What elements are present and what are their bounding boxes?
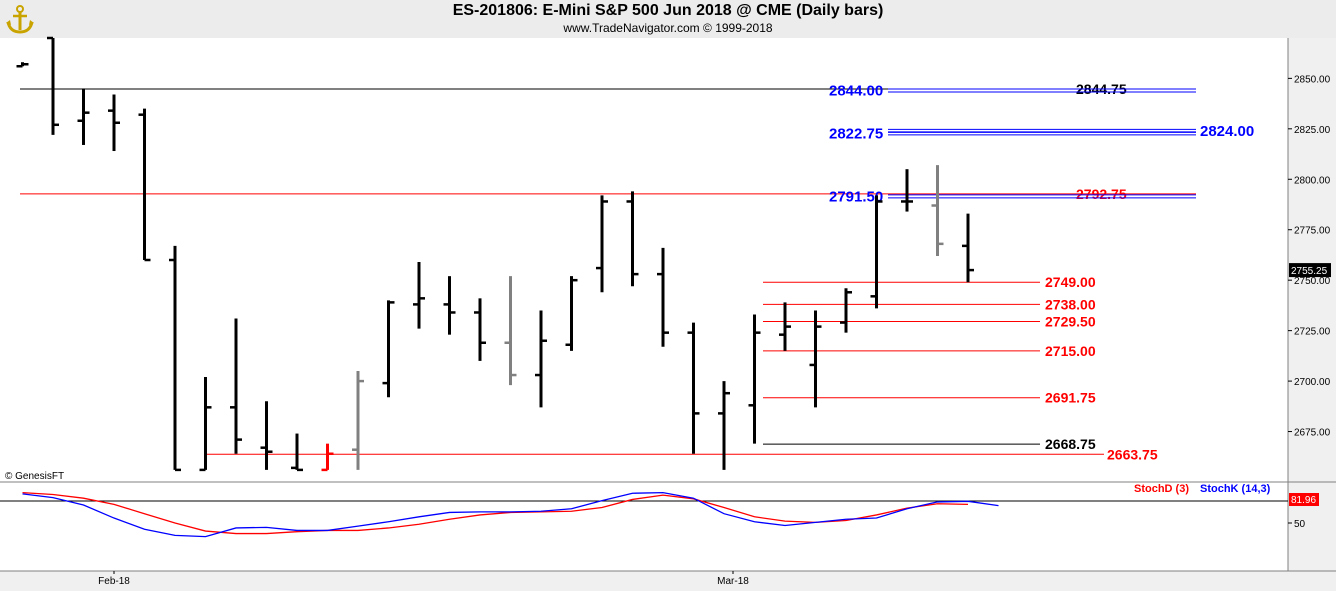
stoch-legend-k: StochK (14,3) xyxy=(1200,483,1271,495)
stoch-value-box xyxy=(1289,493,1319,506)
chart-subtitle: www.TradeNavigator.com © 1999-2018 xyxy=(563,21,773,35)
y-tick-label: 2675.00 xyxy=(1294,428,1331,439)
level-label: 2715.00 xyxy=(1045,343,1096,359)
level-label: 2844.00 xyxy=(829,82,883,99)
y-tick-label: 2750.00 xyxy=(1294,276,1331,287)
level-label: 2738.00 xyxy=(1045,296,1096,312)
x-tick-label: Feb-18 xyxy=(98,576,130,587)
chart-title: ES-201806: E-Mini S&P 500 Jun 2018 @ CME… xyxy=(452,2,884,19)
last-price-label: 2755.25 xyxy=(1291,266,1328,277)
stoch-series-line xyxy=(22,491,999,538)
level-label: 2792.75 xyxy=(1076,186,1127,202)
x-tick-label: Mar-18 xyxy=(717,576,749,587)
level-label: 2729.50 xyxy=(1045,314,1096,330)
level-label: 2824.00 xyxy=(1200,123,1254,140)
level-label: 2749.00 xyxy=(1045,274,1096,290)
title-bar: ES-201806: E-Mini S&P 500 Jun 2018 @ CME… xyxy=(0,0,1336,38)
last-price-box xyxy=(1289,263,1331,278)
stoch-value-label: 81.96 xyxy=(1291,495,1316,506)
y-tick-label: 2825.00 xyxy=(1294,125,1331,136)
stoch-tick-label: 50 xyxy=(1294,519,1306,530)
watermark: © GenesisFT xyxy=(5,471,64,482)
level-label: 2663.75 xyxy=(1107,446,1158,462)
stoch-legend-d: StochD (3) xyxy=(1134,483,1189,495)
y-tick-label: 2725.00 xyxy=(1294,327,1331,338)
y-tick-label: 2800.00 xyxy=(1294,175,1331,186)
level-label: 2691.75 xyxy=(1045,390,1096,406)
y-tick-label: 2775.00 xyxy=(1294,226,1331,237)
time-axis-panel xyxy=(0,571,1336,591)
stoch-series-line xyxy=(22,491,969,535)
level-label: 2791.50 xyxy=(829,188,883,205)
y-tick-label: 2700.00 xyxy=(1294,377,1331,388)
y-tick-label: 2850.00 xyxy=(1294,74,1331,85)
level-label: 2668.75 xyxy=(1045,436,1096,452)
level-label: 2822.75 xyxy=(829,125,883,142)
price-axis-panel xyxy=(1288,38,1336,571)
anchor-logo-icon xyxy=(6,5,34,34)
